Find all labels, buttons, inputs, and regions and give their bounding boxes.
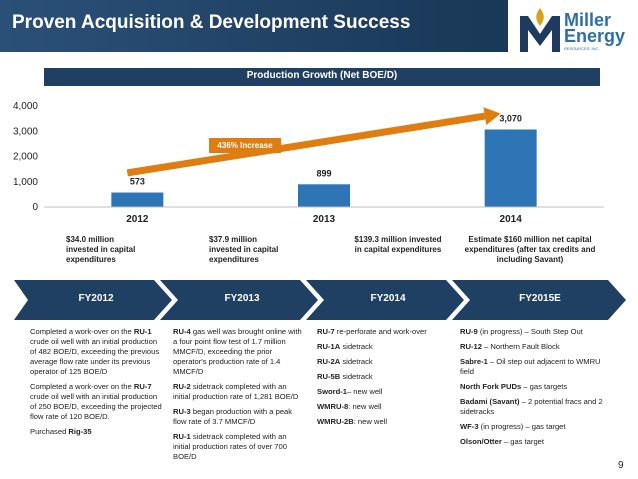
bar [298,184,350,207]
fy2014-details: RU-7 re-perforate and work-over RU-1A si… [317,327,449,432]
bars [111,129,537,207]
chart-title-bar: Production Growth (Net BOE/D) [44,68,600,86]
page-number: 9 [618,460,624,471]
bar-value-label: 899 [316,168,331,178]
fy2015e-item: Olson/Otter – gas target [460,437,544,446]
fy2014-item: RU-2A sidetrack [317,357,373,366]
logo-text-energy: Energy [564,26,626,46]
fy2013-item: RU-2 sidetrack completed with an initial… [173,382,299,401]
timeline-label-fy2014: FY2014 [370,293,406,304]
logo-subtext: RESOURCES, INC. [564,46,600,51]
growth-arrow [126,107,501,177]
company-logo: Miller Energy RESOURCES, INC. [508,0,638,60]
chart-title: Production Growth (Net BOE/D) [246,70,398,81]
growth-arrow-head [483,107,501,125]
capex-note-2012: $34.0 million invested in capital expend… [66,235,136,264]
timeline: FY2012 FY2013 FY2014 FY2015E [14,280,626,320]
y-tick-label: 3,000 [13,126,38,137]
timeline-label-fy2012: FY2012 [78,293,114,304]
timeline-label-fy2015e: FY2015E [519,293,561,304]
capex-note-2013: $37.9 million invested in capital expend… [209,235,279,264]
bar [111,192,164,207]
fy2013-item: RU-3 began production with a peak flow r… [173,407,293,426]
page-title: Proven Acquisition & Development Success [12,12,411,33]
fy2012-item: Completed a work-over on the RU-7 crude … [30,382,162,421]
bar-value-label: 3,070 [499,113,522,123]
x-axis: 2012 2013 2014 [44,206,604,225]
timeline-stage-fy2013 [160,280,318,320]
data-labels: 573 899 3,070 [130,113,522,186]
y-axis: 0 1,000 2,000 3,000 4,000 [13,101,38,213]
x-tick-label: 2012 [126,214,149,225]
y-tick-label: 1,000 [13,177,38,188]
fy2014-item: Sword-1– new well [317,387,383,396]
fy2015e-item: North Fork PUDs – gas targets [460,382,568,391]
fy2014-item: WMRU-2B: new well [317,417,388,426]
timeline-stage-fy2014 [306,280,464,320]
fy2015e-item: WF-3 (in progress) – gas target [460,422,566,431]
fy2014-item: RU-1A sidetrack [317,342,373,351]
fy2013-details: RU-4 gas well was brought online with a … [173,327,303,467]
fy2015e-item: Badami (Savant) – 2 potential fracs and … [460,397,603,416]
fy2014-item: RU-7 re-perforate and work-over [317,327,427,336]
fy2015e-item: RU-9 (in progress) – South Step Out [460,327,583,336]
growth-arrow-shaft [126,112,486,177]
capex-note-2015e: Estimate $160 million net capital expend… [464,235,596,264]
bar [484,129,537,207]
x-tick-label: 2014 [500,214,523,225]
bar-value-label: 573 [130,177,145,187]
fy2012-item: Purchased Rig-35 [30,427,92,436]
increase-annotation: 436% Increase [209,138,281,153]
y-tick-label: 4,000 [13,101,38,112]
fy2014-item: WMRU-8: new well [317,402,382,411]
x-tick-label: 2013 [313,214,336,225]
capex-note-2014: $139.3 million invested in capital expen… [354,235,442,254]
logo-m-icon [520,8,560,52]
fy2015e-item: Sabre-1 – Oil step out adjacent to WMRU … [460,357,601,376]
fy2014-item: RU-5B sidetrack [317,372,373,381]
fy2013-item: RU-4 gas well was brought online with a … [173,327,302,376]
fy2012-item: Completed a work-over on the RU-1 crude … [30,327,160,376]
fy2015e-details: RU-9 (in progress) – South Step Out RU-1… [460,327,610,452]
timeline-stage-fy2012 [14,280,172,320]
fy2013-item: RU-1 sidetrack completed with an initial… [173,432,287,461]
timeline-label-fy2013: FY2013 [224,293,260,304]
timeline-stage-fy2015e [452,280,626,320]
y-tick-label: 2,000 [13,152,38,163]
y-tick-label: 0 [32,202,38,213]
logo-text-miller: Miller [564,10,612,30]
fy2015e-item: RU-12 – Northern Fault Block [460,342,560,351]
fy2012-details: Completed a work-over on the RU-1 crude … [30,327,162,442]
